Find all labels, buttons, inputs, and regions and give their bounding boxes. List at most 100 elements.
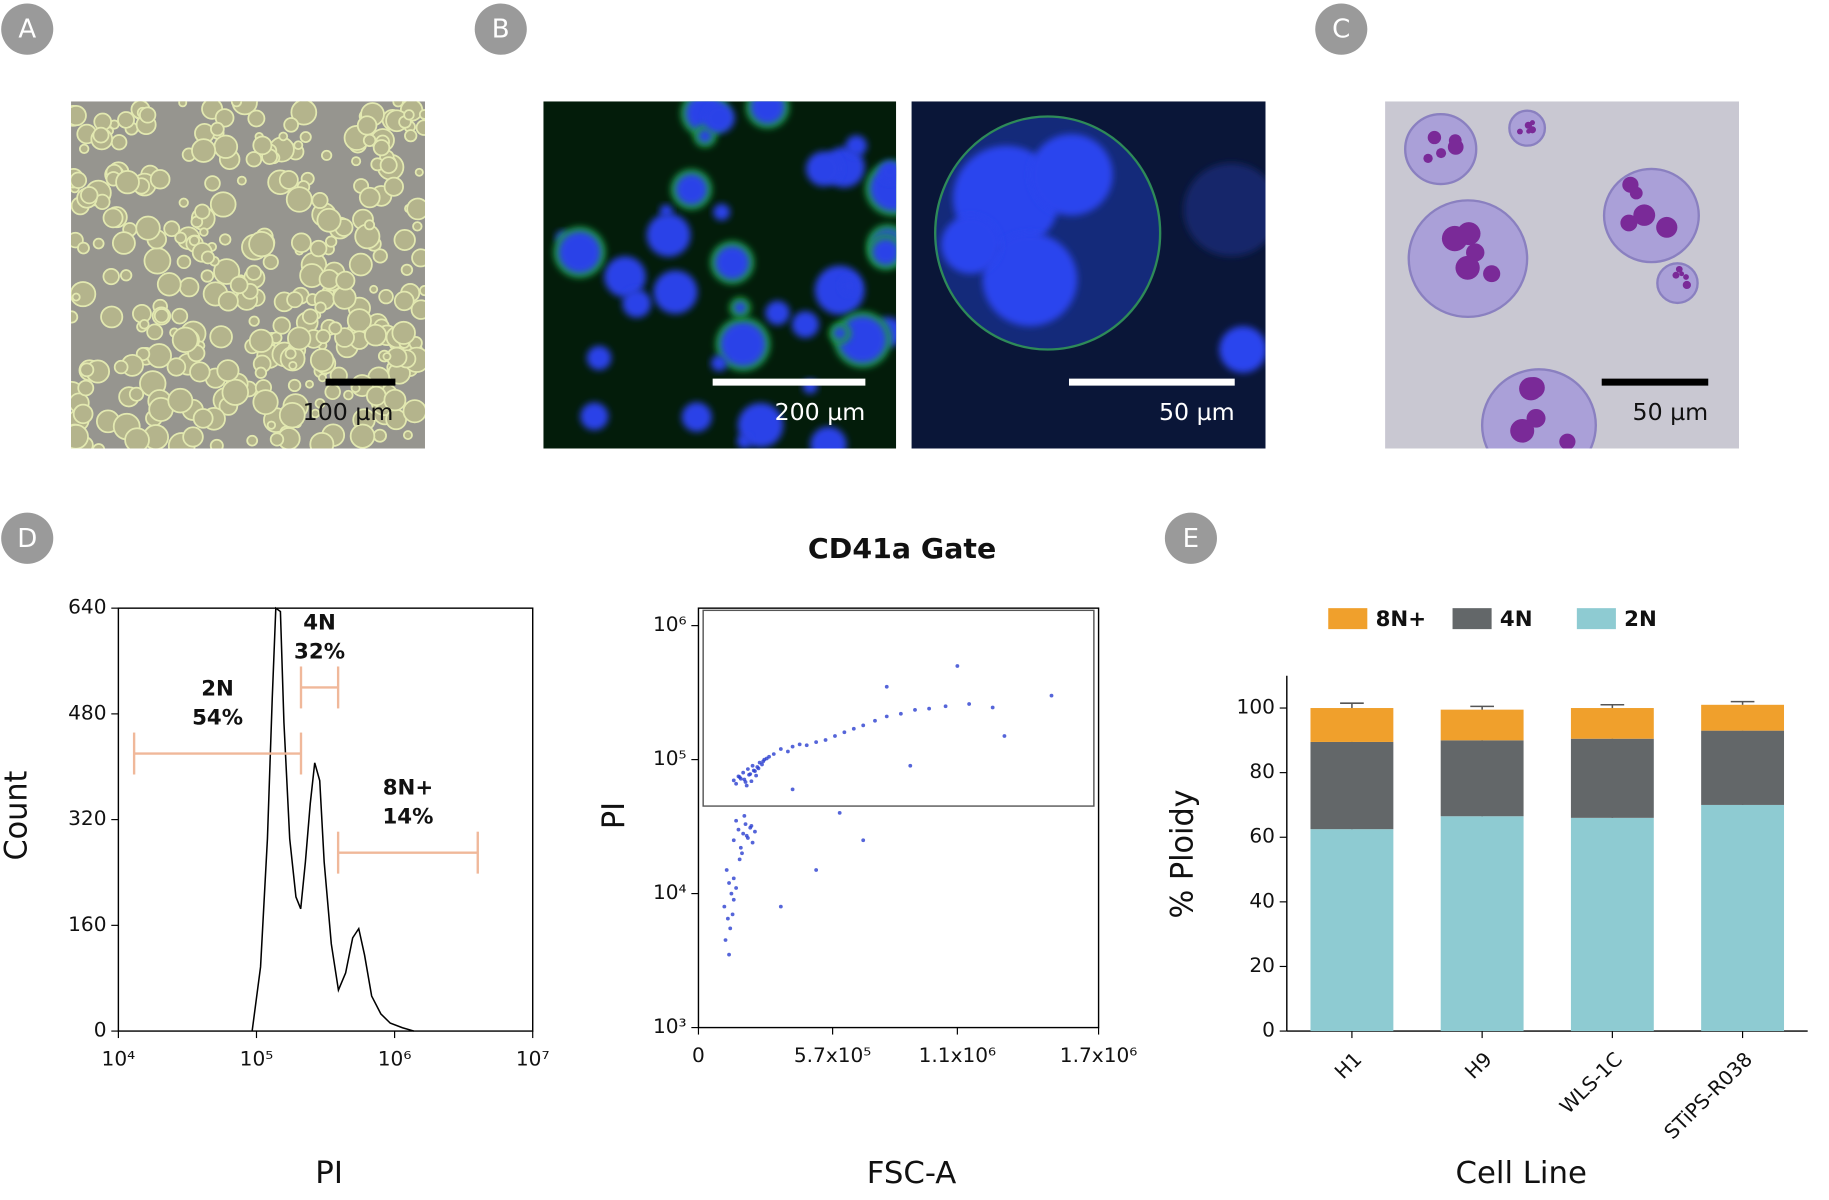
- cell: [321, 149, 333, 161]
- cell: [392, 101, 404, 108]
- cell: [372, 248, 388, 264]
- cell: [182, 426, 204, 448]
- event-dot: [743, 822, 748, 826]
- cell: [236, 175, 247, 186]
- cell: [209, 325, 233, 349]
- nucleus: [720, 321, 766, 367]
- nucleus: [1219, 326, 1266, 373]
- panel-badge: [1164, 512, 1217, 564]
- event-dot: [725, 916, 730, 921]
- cell: [301, 308, 319, 325]
- cell: [230, 101, 243, 108]
- event-dot: [724, 868, 729, 872]
- event-dot: [873, 718, 877, 723]
- panel-badge: [1, 512, 54, 564]
- nucleus: [941, 215, 1001, 274]
- cell: [124, 427, 150, 449]
- cell: [358, 186, 381, 209]
- panel-label: E: [1183, 524, 1199, 554]
- nucleus: [1423, 153, 1433, 163]
- cell: [269, 432, 285, 447]
- y-axis-label: PI: [597, 802, 632, 829]
- cell: [178, 197, 189, 208]
- cell: [1656, 262, 1699, 305]
- cell: [80, 186, 99, 205]
- y-tick-label: 60: [1249, 824, 1275, 848]
- nucleus: [1029, 133, 1113, 216]
- cell: [310, 408, 321, 419]
- event-dot: [736, 827, 741, 832]
- nucleus: [982, 233, 1078, 327]
- cell: [135, 215, 161, 241]
- event-dot: [861, 838, 866, 843]
- scale-bar-label: 50 µm: [1633, 398, 1709, 426]
- event-dot: [898, 711, 903, 716]
- y-tick-label: 480: [68, 700, 106, 724]
- cell: [343, 389, 354, 401]
- cell: [369, 284, 379, 294]
- chart-title: CD41a Gate: [808, 532, 996, 565]
- cell: [113, 359, 129, 375]
- cell: [92, 443, 106, 449]
- gate-box: [702, 609, 1095, 807]
- nucleus: [604, 256, 646, 298]
- panel-label: A: [18, 15, 36, 45]
- nucleus: [1675, 265, 1683, 273]
- event-dot: [734, 886, 739, 890]
- event-dot: [761, 759, 766, 764]
- y-tick-label: 40: [1249, 888, 1275, 912]
- event-dot: [778, 904, 783, 909]
- event-dot: [771, 752, 776, 756]
- cell: [79, 362, 95, 378]
- cell: [372, 428, 387, 443]
- event-dot: [742, 814, 747, 818]
- nucleus: [1466, 243, 1485, 262]
- cell: [200, 269, 215, 283]
- event-dot: [927, 706, 932, 711]
- cell: [315, 328, 331, 345]
- cell: [216, 359, 240, 382]
- cell: [311, 192, 329, 209]
- x-axis-label: Cell Line: [1456, 1156, 1587, 1191]
- micrograph-brightfield: [71, 101, 425, 449]
- event-dot: [750, 763, 755, 768]
- cell: [288, 360, 298, 370]
- micrograph-fluorescence-zoom: [911, 101, 1266, 449]
- event-dot: [741, 770, 746, 775]
- cell: [111, 231, 136, 255]
- panel-badge: [1, 3, 54, 55]
- event-dot: [764, 756, 769, 761]
- cell: [412, 221, 423, 232]
- event-dot: [955, 664, 960, 668]
- cell: [364, 219, 376, 231]
- cell: [349, 423, 376, 449]
- x-axis-label: PI: [315, 1156, 343, 1191]
- nucleus: [878, 160, 897, 183]
- event-dot: [728, 926, 733, 931]
- nucleus: [872, 238, 897, 266]
- cell: [128, 386, 145, 402]
- nucleus: [1183, 163, 1266, 257]
- event-dot: [990, 705, 995, 710]
- nucleus: [791, 311, 820, 338]
- x-tick-label: H1: [1330, 1047, 1367, 1083]
- cell: [314, 301, 327, 314]
- cell: [189, 361, 211, 383]
- cell: [110, 134, 128, 151]
- cell: [171, 307, 189, 325]
- bar-segment: [1701, 804, 1785, 1032]
- cell: [229, 275, 249, 295]
- y-tick-label: 100: [1237, 695, 1275, 719]
- cell: [402, 430, 413, 440]
- y-tick-label: 0: [94, 1018, 107, 1042]
- y-tick-label: 10⁵: [653, 746, 687, 770]
- legend-label: 8N+: [1376, 606, 1426, 631]
- bar-segment: [1701, 730, 1785, 805]
- cell: [348, 252, 373, 277]
- cell: [290, 101, 318, 126]
- y-tick-label: 320: [68, 806, 106, 830]
- nucleus: [1679, 271, 1685, 277]
- event-dot: [747, 772, 751, 777]
- event-dot: [742, 777, 747, 782]
- nucleus: [558, 231, 601, 274]
